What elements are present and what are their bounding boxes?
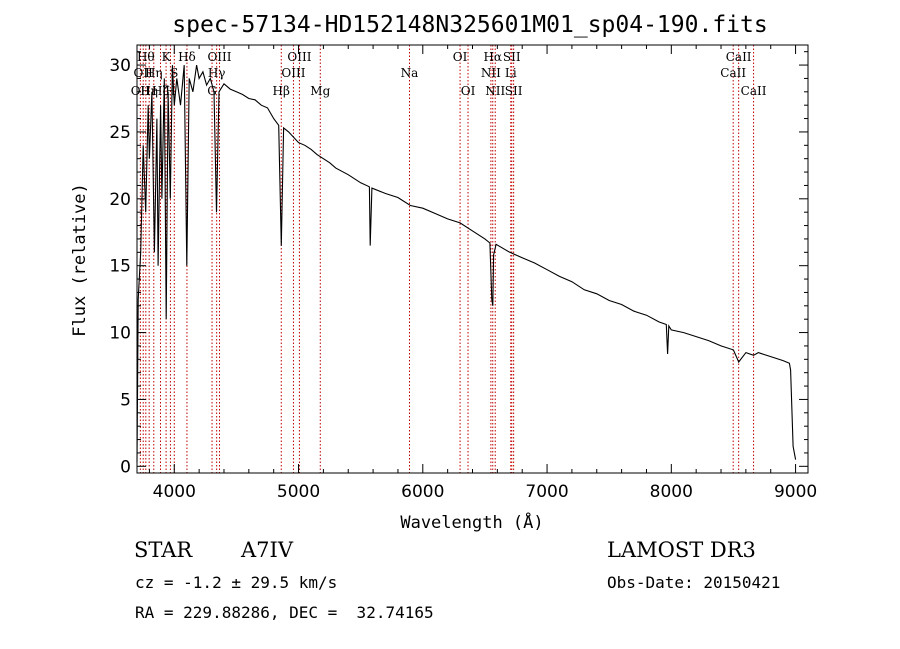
line-label: Hθ (137, 50, 155, 64)
line-label: S (170, 66, 178, 80)
y-tick-label: 30 (109, 56, 131, 76)
x-axis-label: Wavelength (Å) (400, 511, 543, 533)
x-tick-label: 4000 (153, 482, 196, 502)
line-label: H (165, 84, 175, 98)
spectrum-series-line (136, 64, 797, 463)
object-subclass: A7IV (241, 538, 293, 562)
x-tick-label: 5000 (277, 482, 320, 502)
line-label: OI (461, 84, 476, 98)
y-tick-label: 20 (109, 190, 131, 210)
line-label: CaII (726, 50, 752, 64)
line-label: NII (481, 66, 501, 80)
y-tick-label: 0 (120, 457, 131, 477)
line-label: SII (505, 84, 523, 98)
survey-name: LAMOST DR3 (607, 538, 756, 562)
line-label: Mg (310, 84, 330, 98)
plot-frame (136, 44, 809, 474)
line-label: OII (134, 66, 154, 80)
line-label: Hη (145, 66, 163, 80)
line-label: Hη (140, 84, 158, 98)
line-label: OI (453, 50, 468, 64)
line-label: Hζ (152, 84, 169, 98)
y-tick-label: 25 (109, 123, 131, 143)
spectral-line-markers (139, 45, 755, 473)
x-tick-label: 7000 (525, 482, 568, 502)
line-label: Hδ (178, 50, 196, 64)
line-label: NII (485, 84, 505, 98)
y-tick-label: 15 (109, 257, 131, 277)
line-label: CaII (741, 84, 767, 98)
y-tick-label: 5 (120, 390, 131, 410)
y-tick-label: 10 (109, 324, 131, 344)
line-label: OIII (281, 66, 305, 80)
line-label: G (207, 84, 217, 98)
line-label: K (162, 50, 172, 64)
line-label: Na (401, 66, 419, 80)
spectral-line-labels: OIIOIIHθHηHηHζKHSHδGHγOIIIHβOIIIOIIIMgNa… (131, 50, 767, 98)
line-label: Hγ (208, 66, 226, 80)
x-axis-ticks: 4000 5000 6000 7000 8000 9000 (148, 45, 817, 502)
line-label: SII (503, 50, 521, 64)
line-label: Hα (483, 50, 502, 64)
observation-date: Obs-Date: 20150421 (607, 573, 781, 592)
line-label: OIII (207, 50, 231, 64)
line-label: Hβ (273, 84, 290, 98)
line-label: OIII (287, 50, 311, 64)
x-tick-label: 6000 (401, 482, 444, 502)
y-axis-ticks: 0 5 10 15 20 25 30 (109, 51, 808, 477)
object-class: STAR (134, 538, 193, 562)
chart-title: spec-57134-HD152148N325601M01_sp04-190.f… (172, 12, 767, 38)
ra-dec-line: RA = 229.88286, DEC = 32.74165 (135, 603, 434, 622)
x-tick-label: 8000 (650, 482, 693, 502)
redshift-line: cz = -1.2 ± 29.5 km/s (135, 573, 338, 592)
y-axis-label: Flux (relative) (70, 183, 90, 337)
x-tick-label: 9000 (774, 482, 817, 502)
line-label: Li (505, 66, 517, 80)
line-label: OII (131, 84, 151, 98)
line-label: CaII (720, 66, 746, 80)
